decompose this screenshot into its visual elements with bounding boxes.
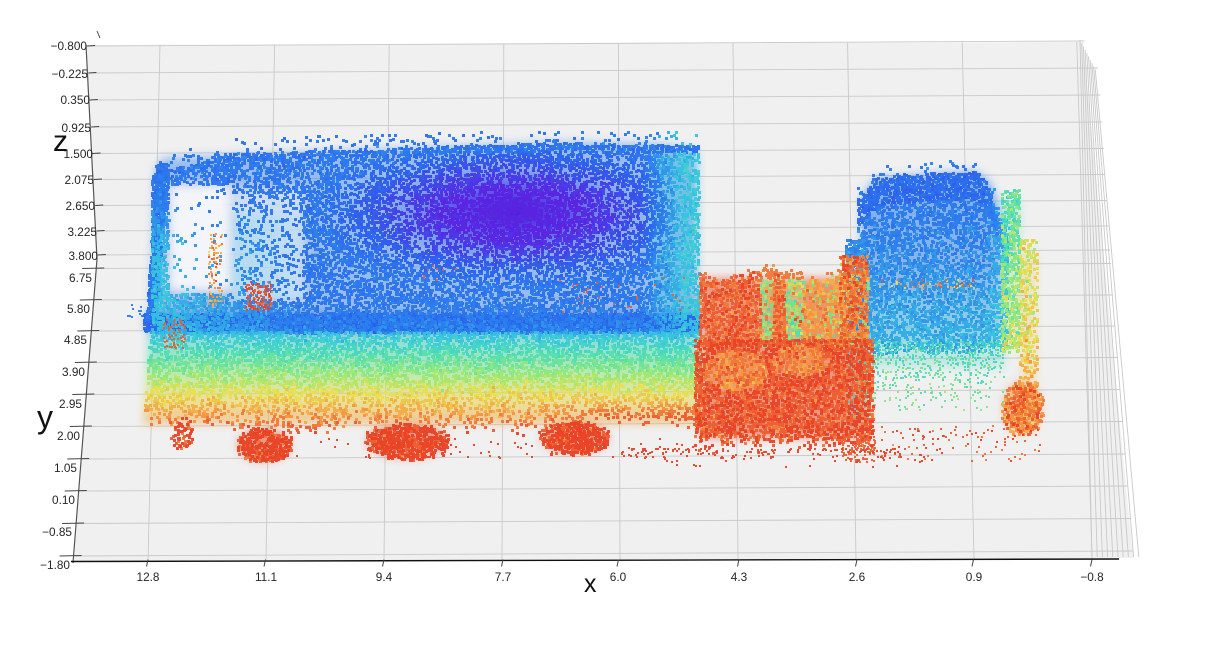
svg-text:2.95: 2.95 [59,397,82,411]
svg-text:3.90: 3.90 [62,365,85,379]
svg-text:2.6: 2.6 [849,570,866,584]
svg-text:x: x [584,570,597,598]
svg-text:2.075: 2.075 [64,173,94,187]
svg-text:0.350: 0.350 [60,93,90,107]
svg-text:2.650: 2.650 [65,199,95,213]
svg-text:12.8: 12.8 [137,570,160,584]
svg-text:−0.800: −0.800 [51,39,88,53]
svg-text:−1.80: −1.80 [40,558,70,572]
svg-text:11.1: 11.1 [255,570,277,584]
svg-text:6.0: 6.0 [610,570,627,584]
svg-text:2.00: 2.00 [57,429,80,443]
svg-text:−0.225: −0.225 [52,67,89,81]
svg-text:0.9: 0.9 [966,570,982,584]
svg-text:−0.85: −0.85 [42,525,72,539]
svg-text:6.75: 6.75 [69,271,92,285]
svg-text:1.500: 1.500 [63,147,93,161]
svg-text:z: z [53,125,68,158]
svg-text:1.05: 1.05 [54,461,77,475]
svg-text:4.3: 4.3 [731,570,748,584]
svg-text:3.225: 3.225 [67,225,97,239]
svg-text:0.10: 0.10 [52,493,75,507]
svg-text:−0.8: −0.8 [1080,570,1104,584]
svg-text:7.7: 7.7 [495,570,511,584]
svg-text:5.80: 5.80 [67,302,90,316]
svg-text:3.800: 3.800 [68,249,98,263]
svg-text:9.4: 9.4 [376,570,393,584]
svg-text:y: y [37,399,53,435]
svg-text:4.85: 4.85 [64,333,87,347]
svg-text:0.925: 0.925 [61,121,91,135]
